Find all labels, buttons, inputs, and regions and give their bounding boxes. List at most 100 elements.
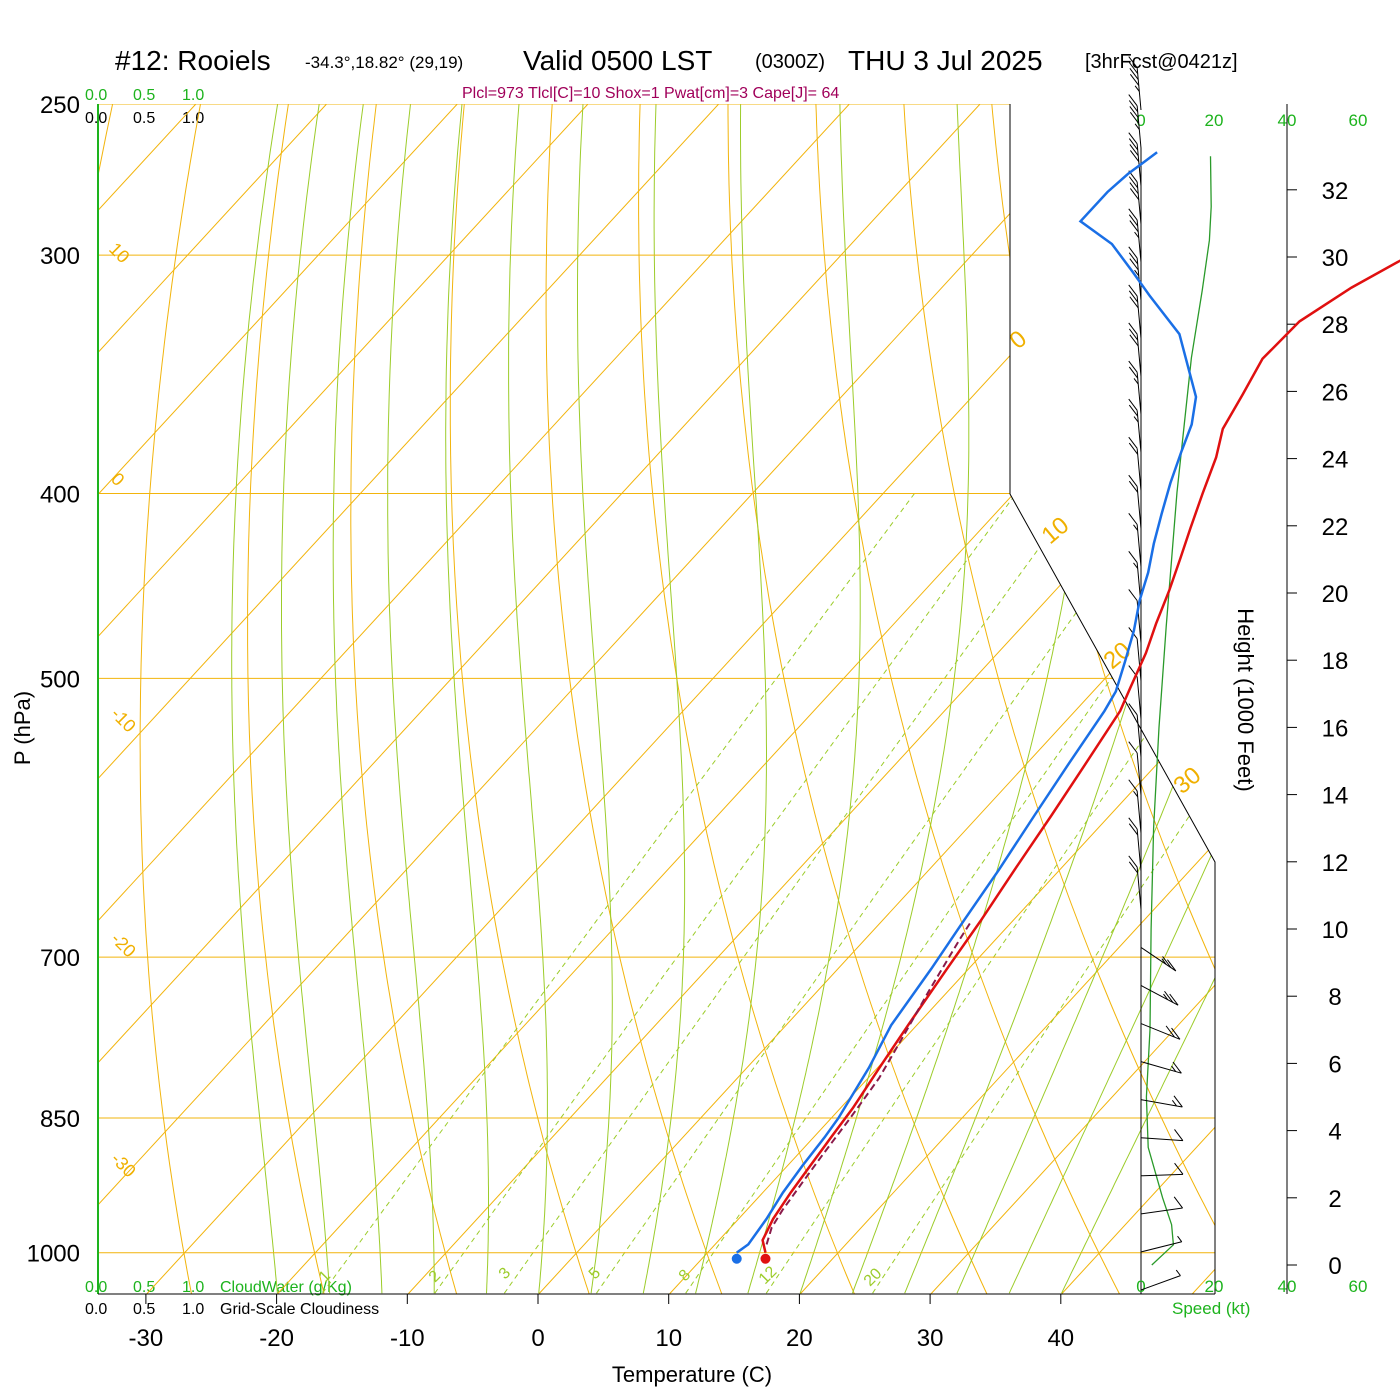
wind-barb-staff: [1136, 638, 1142, 682]
moist-adiabat-label: 0: [1005, 325, 1033, 354]
wind-barb-flag: [1161, 958, 1167, 965]
wind-barb-flag: [1162, 956, 1172, 968]
wind-barb: [1140, 1129, 1184, 1142]
wind-barb: [1128, 779, 1142, 834]
mixing-ratio-label: 20: [861, 1265, 886, 1290]
wind-barb-flag: [1129, 296, 1139, 309]
wind-barb: [1128, 284, 1142, 339]
isotherm-line: [98, 104, 327, 1294]
wind-barb: [1128, 56, 1142, 111]
wind-barb: [1128, 322, 1142, 377]
wind-barb-flag: [1128, 442, 1139, 455]
wind-barb-flag: [1134, 269, 1140, 277]
wind-barb-flag: [1128, 360, 1138, 373]
moist-adiabat-line: [577, 104, 613, 1294]
moist-adiabat-line: [1061, 104, 1215, 1294]
dry-adiabat-line: [545, 104, 723, 1294]
wind-barb-flag: [1164, 990, 1174, 1003]
height-tick-label: 32: [1322, 178, 1349, 205]
wind-barb-staff: [1136, 828, 1142, 872]
wind-barb-flag: [1129, 106, 1139, 118]
wind-barb-flag: [1128, 290, 1139, 303]
wind-barb-flag: [1128, 176, 1139, 189]
wind-barb-flag: [1128, 474, 1138, 487]
wind-barb: [1128, 208, 1142, 263]
dry-adiabat-line: [903, 104, 1215, 1294]
wind-barb: [1128, 855, 1142, 910]
wind-barb-staff: [1136, 181, 1142, 225]
wind-barb: [1128, 170, 1142, 225]
wind-barb-flag: [1129, 68, 1139, 80]
zulu-time: (0300Z): [755, 51, 825, 73]
wind-barb-flag: [1128, 284, 1138, 297]
wind-barb-staff: [1136, 219, 1142, 263]
wind-barb: [1128, 436, 1142, 491]
wind-barb-staff: [1140, 1137, 1183, 1142]
speed-tick-bottom: 20: [1205, 1277, 1224, 1296]
cloudwater-scale-top-0: 0.0: [85, 87, 107, 104]
mixing-ratio-label: 8: [676, 1266, 694, 1284]
pressure-tick-label: 1000: [27, 1241, 80, 1268]
wind-barb-flag: [1171, 1065, 1177, 1072]
wind-barb-staff: [1136, 867, 1142, 910]
wind-barb-staff: [1136, 752, 1142, 796]
wind-barb-staff: [1140, 1241, 1182, 1253]
wind-barb-staff: [1136, 67, 1142, 111]
mixing-ratio-line: [322, 493, 915, 1294]
wind-barb-flag: [1128, 208, 1138, 221]
wind-barb-flag: [1172, 1061, 1182, 1074]
moist-adiabat-line: [445, 104, 489, 1294]
wind-barb-staff: [1140, 1061, 1182, 1074]
height-tick-label: 12: [1322, 850, 1349, 877]
cloudiness-scale-bottom-1: 0.5: [133, 1301, 155, 1318]
cloudiness-label: Grid-Scale Cloudiness: [220, 1301, 379, 1318]
wind-barb-flag: [1128, 398, 1138, 411]
wind-barb-flag: [1173, 1095, 1183, 1108]
cloudiness-scale-bottom-2: 1.0: [182, 1301, 204, 1318]
dry-adiabat-line: [350, 104, 458, 1294]
mixing-ratio-line: [596, 493, 1162, 1294]
y-axis-label: P (hPa): [10, 691, 35, 765]
dry-adiabat-label: 0: [107, 469, 128, 490]
wind-barb-flag: [1133, 790, 1139, 798]
wind-barb: [1140, 1023, 1181, 1040]
dry-adiabat-label: -10: [107, 704, 140, 737]
cloudiness-scale-bottom-0: 0.0: [85, 1301, 107, 1318]
wind-barb: [1128, 398, 1142, 453]
cloud-scale-bottom: 0.0 0.5 1.0 CloudWater (g/Kg) 0.0 0.5 1.…: [85, 1279, 379, 1318]
height-tick-label: 0: [1328, 1253, 1341, 1280]
dry-adiabat-line: [727, 104, 988, 1294]
wind-barb-flag: [1129, 182, 1139, 195]
wind-barb-flag: [1128, 246, 1138, 259]
cloudwater-scale-bottom-0: 0.0: [85, 1279, 107, 1296]
moist-adiabat-line: [1008, 104, 1215, 1294]
wind-barb: [1140, 1269, 1181, 1291]
cloudwater-scale-top-1: 0.5: [133, 87, 155, 104]
wind-barb-staff: [1140, 1207, 1183, 1215]
mixing-ratio-line: [503, 493, 1080, 1294]
wind-barb-flag: [1173, 1196, 1183, 1209]
isotherm-line: [538, 104, 1215, 1294]
wind-barb-flag: [1163, 993, 1169, 1000]
isotherm-line: [407, 104, 1215, 1294]
dry-adiabat-label: -20: [107, 929, 140, 962]
wind-barb-flag: [1133, 562, 1139, 569]
dry-adiabat-line: [247, 104, 325, 1294]
wind-barb-staff: [1136, 714, 1142, 758]
x-tick-label: 20: [786, 1325, 813, 1352]
height-tick-label: 26: [1322, 379, 1349, 406]
wind-barb-flag: [1128, 512, 1138, 525]
moist-adiabat-line: [508, 104, 548, 1294]
height-axis-label: Height (1000 Feet): [1233, 608, 1258, 791]
isotherm-line: [277, 104, 1215, 1294]
wind-barb-flag: [1174, 1129, 1184, 1141]
dry-adiabat-line: [815, 104, 1120, 1294]
dry-adiabat-line: [449, 104, 590, 1294]
wind-barb-staff: [1136, 105, 1142, 149]
wind-barb-staff: [1140, 1099, 1183, 1108]
height-tick-label: 10: [1322, 917, 1349, 944]
wind-panel: [1128, 56, 1212, 1291]
wind-barb-flag: [1129, 73, 1140, 86]
wind-barb: [1128, 94, 1142, 149]
speed-tick-top: 0: [1136, 111, 1145, 130]
